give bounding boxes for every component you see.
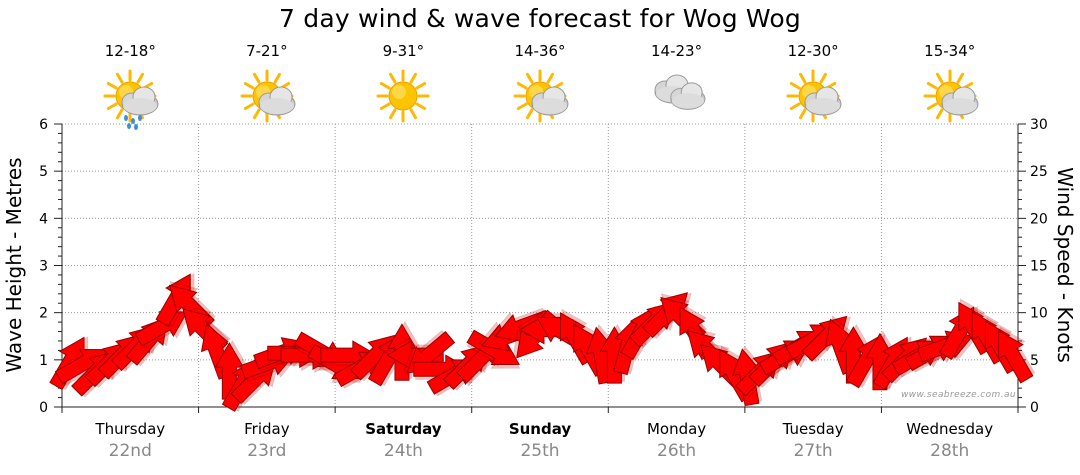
- right-tick-label: 0: [1030, 400, 1039, 416]
- watermark: www.seabreeze.com.au: [900, 390, 1016, 400]
- right-tick-label: 20: [1030, 211, 1048, 227]
- day-temperature: 7-21°: [246, 42, 288, 60]
- cloud-icon: [645, 66, 709, 130]
- day-temperature: 14-36°: [514, 42, 566, 60]
- day-temperature: 14-23°: [651, 42, 703, 60]
- left-tick-label: 1: [39, 353, 48, 369]
- day-date: 22nd: [108, 441, 152, 461]
- chart-title: 7 day wind & wave forecast for Wog Wog: [279, 4, 801, 33]
- sun-cloud-icon: [235, 66, 299, 130]
- day-temperature: 9-31°: [382, 42, 425, 60]
- wind-arrow: [998, 326, 1036, 384]
- right-tick-label: 30: [1030, 117, 1048, 133]
- sun-cloud-icon: [508, 66, 572, 130]
- right-tick-label: 10: [1030, 306, 1048, 322]
- left-tick-label: 6: [39, 117, 48, 133]
- day-name: Sunday: [508, 420, 572, 438]
- left-tick-label: 3: [39, 259, 48, 275]
- day-temperature: 12-18°: [104, 42, 156, 60]
- sun-cloud-icon: [918, 66, 982, 130]
- right-tick-label: 5: [1030, 353, 1039, 369]
- day-date: 24th: [383, 441, 423, 461]
- day-name: Friday: [244, 420, 290, 438]
- day-date: 23rd: [247, 441, 287, 461]
- day-name: Monday: [646, 420, 707, 438]
- day-date: 26th: [657, 441, 697, 461]
- day-date: 27th: [793, 441, 833, 461]
- day-temperature: 15-34°: [924, 42, 976, 60]
- left-tick-label: 0: [39, 400, 48, 416]
- day-date: 25th: [520, 441, 560, 461]
- left-tick-label: 2: [39, 306, 48, 322]
- sun-cloud-rain-icon: [98, 66, 162, 130]
- day-temperature: 12-30°: [787, 42, 839, 60]
- right-tick-label: 25: [1030, 164, 1048, 180]
- wind-arrows: [49, 273, 1036, 412]
- sun-icon: [371, 66, 435, 130]
- day-name: Tuesday: [782, 420, 844, 438]
- sun-cloud-icon: [781, 66, 845, 130]
- day-name: Saturday: [365, 420, 442, 438]
- right-tick-label: 15: [1030, 259, 1048, 275]
- left-tick-label: 5: [39, 164, 48, 180]
- day-name: Thursday: [95, 420, 166, 438]
- wind-arrow-shape: [998, 330, 1034, 384]
- left-tick-label: 4: [39, 211, 48, 227]
- day-date: 28th: [930, 441, 970, 461]
- day-name: Wednesday: [906, 420, 994, 438]
